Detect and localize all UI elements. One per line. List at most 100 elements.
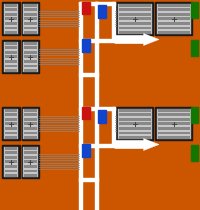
Bar [24, 69, 36, 72]
Bar [158, 118, 190, 121]
Bar [191, 40, 198, 56]
Bar [24, 42, 36, 45]
Bar [24, 131, 36, 134]
Bar [118, 131, 151, 134]
Bar [22, 40, 39, 73]
Bar [4, 13, 17, 16]
Bar [23, 42, 38, 71]
Bar [191, 2, 198, 18]
Bar [24, 13, 36, 16]
Bar [82, 107, 90, 119]
Bar [4, 131, 17, 134]
Bar [95, 144, 115, 147]
Bar [22, 145, 39, 178]
Bar [23, 147, 38, 176]
Bar [24, 60, 36, 63]
Bar [118, 118, 151, 121]
Bar [2, 2, 20, 35]
Bar [4, 26, 17, 29]
Bar [4, 151, 17, 154]
Bar [4, 165, 17, 168]
Bar [112, 107, 115, 145]
Bar [79, 39, 98, 42]
Bar [79, 73, 98, 76]
Bar [24, 174, 36, 177]
Bar [24, 51, 36, 54]
Bar [4, 46, 17, 49]
Bar [4, 4, 18, 34]
Bar [24, 31, 36, 34]
Bar [116, 2, 153, 35]
Bar [98, 5, 106, 18]
Bar [158, 26, 190, 29]
Bar [24, 165, 36, 168]
Bar [24, 156, 36, 159]
Bar [95, 107, 115, 110]
Bar [118, 113, 151, 116]
Bar [158, 136, 190, 139]
Bar [79, 107, 98, 110]
Bar [158, 131, 190, 134]
Bar [24, 113, 36, 116]
Bar [4, 42, 17, 45]
Bar [158, 17, 190, 20]
Bar [4, 42, 18, 71]
Bar [112, 2, 115, 40]
Bar [82, 2, 90, 14]
Bar [191, 145, 198, 161]
Bar [158, 22, 190, 25]
Bar [79, 107, 82, 210]
Bar [24, 118, 36, 121]
Bar [4, 122, 17, 125]
Bar [4, 60, 17, 63]
Bar [23, 4, 38, 34]
Bar [118, 22, 151, 25]
Bar [82, 144, 90, 157]
Bar [79, 2, 82, 106]
Bar [79, 144, 98, 147]
Bar [24, 55, 36, 58]
Bar [158, 4, 190, 7]
Bar [4, 169, 17, 172]
Bar [158, 113, 190, 116]
Bar [158, 8, 190, 11]
Bar [118, 136, 151, 139]
Bar [24, 64, 36, 67]
Bar [24, 22, 36, 25]
Bar [156, 109, 190, 139]
Bar [118, 4, 152, 34]
Bar [24, 160, 36, 163]
Bar [118, 26, 151, 29]
Bar [24, 17, 36, 20]
Bar [24, 127, 36, 130]
Bar [24, 8, 36, 11]
Bar [4, 109, 17, 112]
Bar [4, 64, 17, 67]
Bar [118, 127, 151, 130]
Bar [24, 109, 36, 112]
Bar [24, 136, 36, 139]
Bar [22, 2, 39, 35]
Bar [24, 151, 36, 154]
Bar [4, 69, 17, 72]
Bar [24, 46, 36, 49]
Bar [4, 4, 17, 7]
Bar [98, 110, 106, 123]
Bar [22, 107, 39, 140]
Bar [4, 136, 17, 139]
Bar [95, 2, 98, 106]
Bar [4, 51, 17, 54]
Bar [4, 127, 17, 130]
Bar [118, 17, 151, 20]
Polygon shape [115, 139, 159, 151]
Bar [4, 31, 17, 34]
Bar [2, 145, 20, 178]
Bar [4, 55, 17, 58]
Bar [4, 8, 17, 11]
Bar [2, 107, 20, 140]
Bar [2, 40, 20, 73]
Bar [4, 160, 17, 163]
Bar [158, 31, 190, 34]
Bar [24, 26, 36, 29]
Bar [158, 13, 190, 16]
